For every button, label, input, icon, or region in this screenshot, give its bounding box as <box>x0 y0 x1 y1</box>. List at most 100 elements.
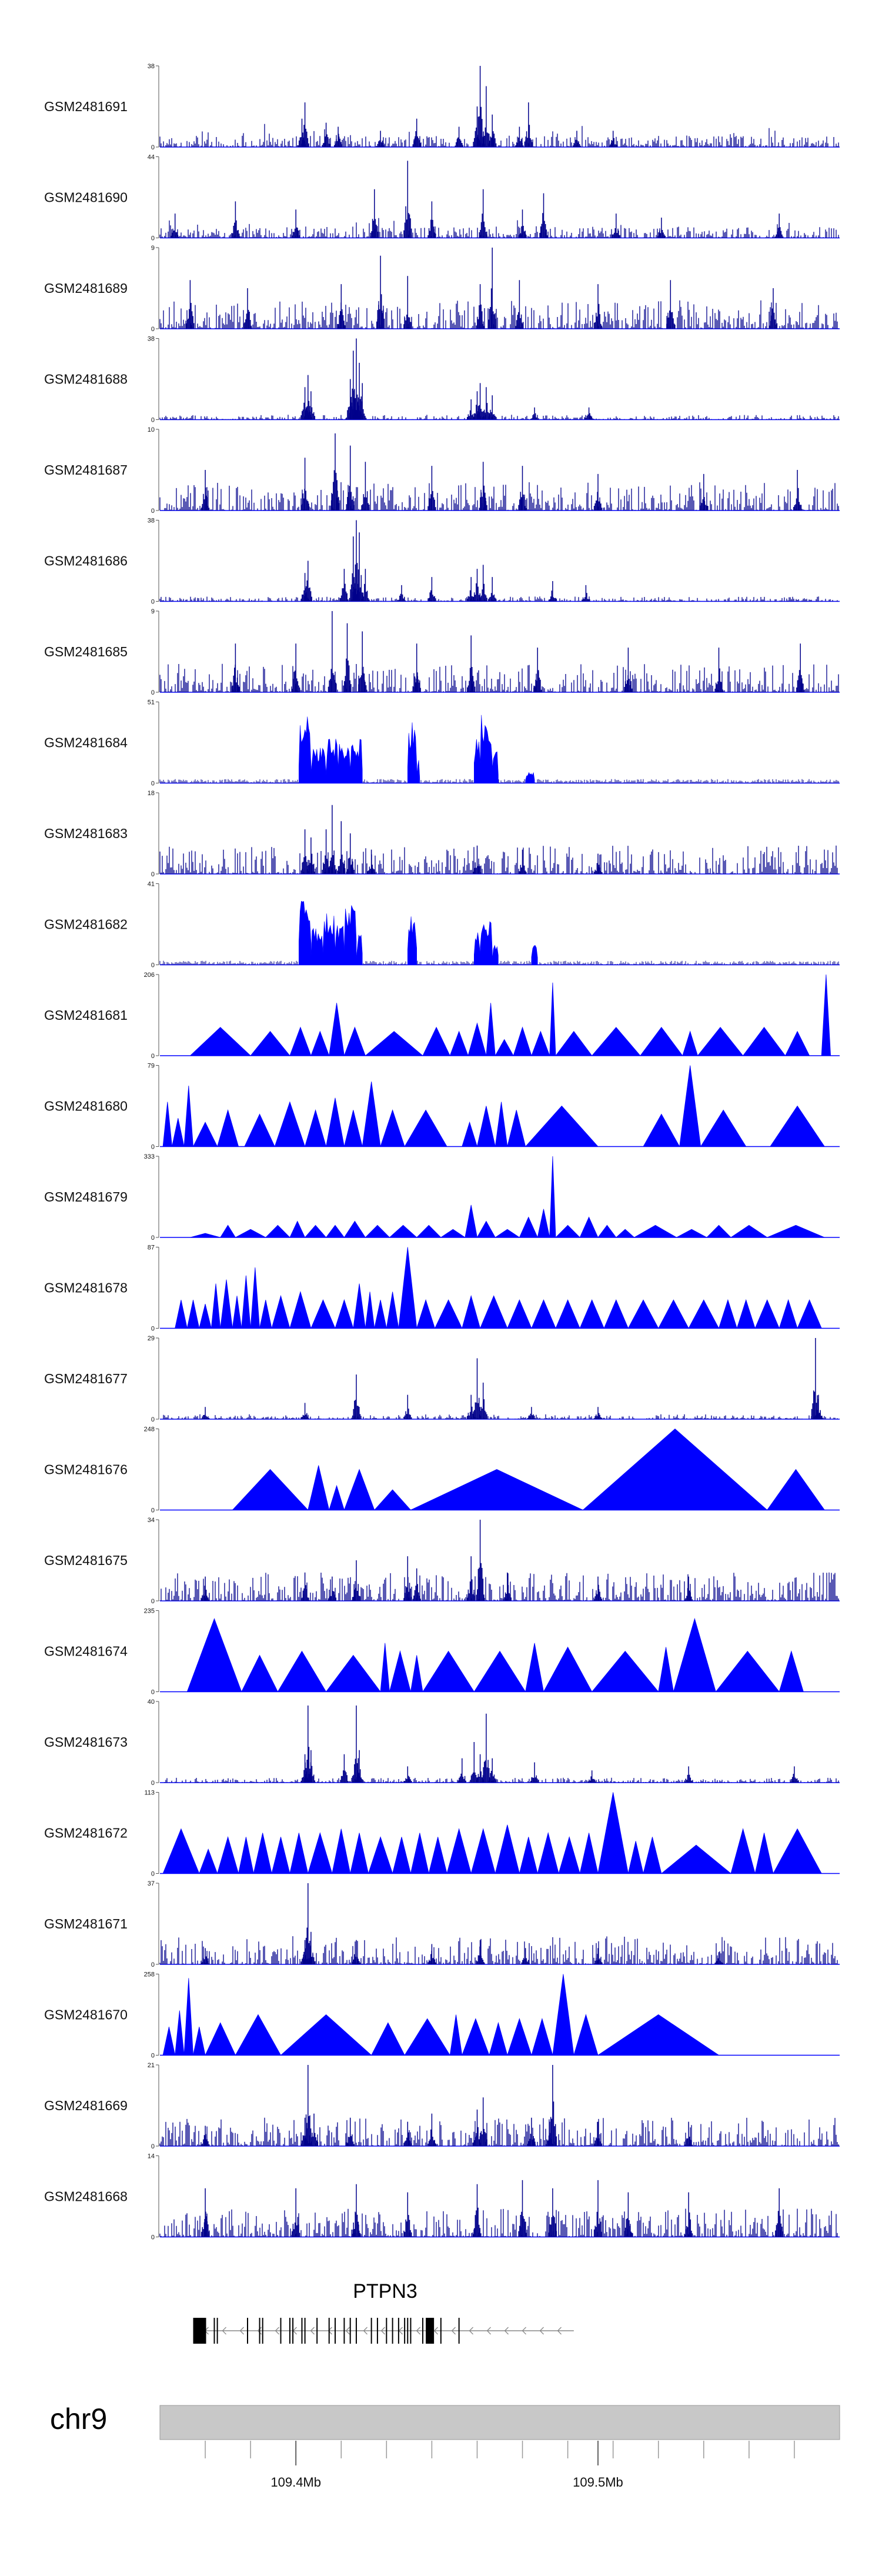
signal-peak <box>591 1027 641 1056</box>
signal-peak <box>467 1022 487 1056</box>
signal-peak <box>462 1121 478 1147</box>
gene-exon-block <box>426 2318 435 2344</box>
signal-noise <box>159 779 839 783</box>
signal-peak <box>434 1299 463 1329</box>
signal-peak <box>397 585 406 602</box>
signal-peak <box>280 2014 372 2056</box>
signal-peak <box>699 473 708 510</box>
signal-peak <box>253 1833 272 1874</box>
signal-peak <box>243 288 252 329</box>
signal-peak <box>476 1106 496 1147</box>
y-max-label: 9 <box>151 608 155 615</box>
signal-peak <box>289 1290 312 1329</box>
signal-peak <box>416 760 420 783</box>
signal-peak <box>503 1572 512 1601</box>
signal-peak <box>473 932 480 965</box>
signal-peak <box>217 1109 239 1147</box>
track-label: GSM2481686 <box>44 553 128 569</box>
gene-label: PTPN3 <box>353 2280 417 2303</box>
y-max-label: 10 <box>148 426 155 433</box>
y-max-label: 41 <box>148 881 155 888</box>
signal-peak <box>350 1833 369 1874</box>
signal-peak <box>328 611 337 692</box>
signal-peak <box>480 921 493 965</box>
signal-peak <box>190 1233 220 1238</box>
signal-peak <box>524 1105 599 1147</box>
y-min-label: 0 <box>151 326 155 333</box>
signal-peak <box>700 1109 747 1147</box>
strand-arrow <box>380 2327 385 2335</box>
track-GSM2481675: GSM2481675 34 0 <box>44 1517 840 1605</box>
y-max-label: 14 <box>148 2153 155 2160</box>
signal-peak <box>492 945 499 965</box>
signal-peak <box>189 1027 252 1056</box>
signal-peak <box>479 462 487 510</box>
y-max-label: 29 <box>148 1335 155 1342</box>
signal-peak <box>549 982 556 1056</box>
signal-peak <box>306 837 316 874</box>
signal-peak <box>479 2097 487 2146</box>
signal-peak <box>162 1828 200 1874</box>
y-max-label: 248 <box>144 1426 155 1433</box>
signal-peak <box>326 1097 345 1147</box>
strand-arrow <box>222 2327 226 2335</box>
signal-peak <box>407 722 417 783</box>
track-label: GSM2481668 <box>44 2189 128 2204</box>
signal-peak <box>340 1754 349 1783</box>
y-min-label: 0 <box>151 144 155 151</box>
signal-peak <box>380 1109 405 1147</box>
signal-peak <box>488 114 497 147</box>
track-label: GSM2481683 <box>44 826 128 841</box>
signal-peak <box>365 1224 390 1238</box>
strand-arrow <box>522 2327 526 2335</box>
y-min-label: 0 <box>151 417 155 424</box>
track-GSM2481680: GSM2481680 79 0 <box>44 1063 840 1151</box>
y-max-label: 38 <box>148 336 155 343</box>
signal-peak <box>404 2018 450 2056</box>
signal-peak <box>519 1216 538 1238</box>
strand-arrow <box>310 2327 315 2335</box>
signal-peak <box>518 209 527 238</box>
y-min-label: 0 <box>151 235 155 242</box>
signal-noise <box>162 1414 838 1419</box>
track-label: GSM2481689 <box>44 281 128 296</box>
track-GSM2481676: GSM2481676 248 0 <box>44 1426 840 1514</box>
signal-peak <box>548 581 557 602</box>
signal-peak <box>171 213 179 238</box>
signal-peak <box>422 1650 475 1692</box>
track-GSM2481677: GSM2481677 29 0 <box>44 1335 840 1423</box>
signal-peak <box>343 623 352 692</box>
signal-peak <box>403 1556 412 1601</box>
signal-peak <box>779 1650 804 1692</box>
signal-peak <box>325 1224 345 1238</box>
signal-peak <box>688 1299 720 1329</box>
y-min-label: 0 <box>151 599 155 606</box>
y-max-label: 87 <box>148 1244 155 1252</box>
signal-peak <box>422 1026 450 1056</box>
strand-arrow <box>486 2327 491 2335</box>
signal-peak <box>488 248 497 329</box>
signal-peak <box>624 2192 633 2237</box>
signal-peak <box>518 466 527 510</box>
signal-peak <box>821 974 831 1056</box>
signal-peak <box>473 739 480 783</box>
signal-peak <box>376 255 385 329</box>
signal-peak <box>457 1758 466 1783</box>
strand-arrow <box>239 2327 244 2335</box>
signal-peak <box>676 1229 707 1238</box>
signal-peak <box>658 1647 674 1692</box>
signal-peak <box>328 1576 337 1601</box>
signal-peak <box>770 1105 826 1147</box>
signal-peak <box>403 2192 412 2237</box>
signal-peak <box>519 1837 538 1874</box>
signal-peak <box>718 1299 737 1329</box>
signal-peak <box>584 407 593 420</box>
signal-peak <box>186 1300 200 1329</box>
signal-peak <box>427 466 436 510</box>
signal-peak <box>201 2125 210 2146</box>
signal-peak <box>476 1520 485 1601</box>
signal-peak <box>643 1113 680 1147</box>
signal-peak <box>325 1654 381 1692</box>
signal-peak <box>573 2014 599 2056</box>
signal-peak <box>612 213 620 238</box>
